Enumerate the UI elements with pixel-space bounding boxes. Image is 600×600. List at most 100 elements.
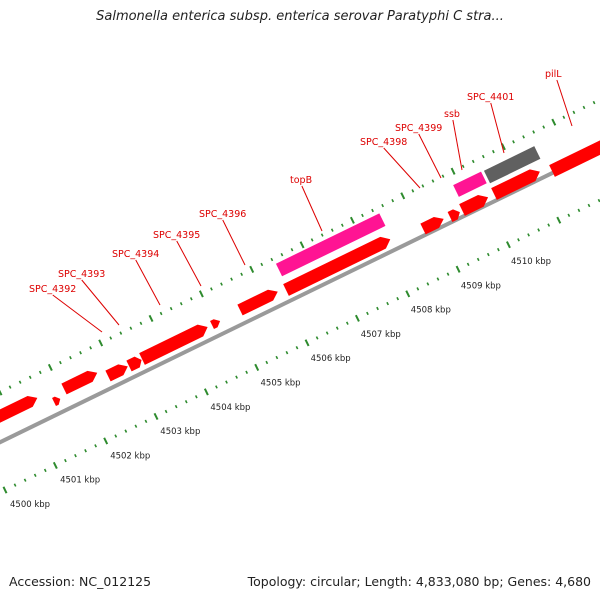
- lower-minor-tick: [386, 301, 389, 306]
- gene-feature-small-a: [52, 396, 61, 407]
- upper-minor-tick: [471, 159, 475, 164]
- gene-feature-spc4398: [420, 217, 444, 235]
- gene-label: SPC_4401: [467, 92, 514, 103]
- upper-minor-tick: [169, 306, 173, 311]
- upper-minor-tick: [129, 326, 133, 330]
- leader-line: [418, 133, 442, 179]
- gene-label: pilL: [545, 69, 562, 80]
- upper-minor-tick: [310, 238, 314, 242]
- lower-minor-tick: [265, 360, 269, 365]
- upper-major-tick: [501, 143, 506, 151]
- lower-major-tick: [52, 461, 58, 470]
- lower-major-tick: [455, 265, 461, 273]
- gene-feature-left: [0, 395, 38, 423]
- kbp-label: 4508 kbp: [411, 306, 451, 316]
- gene-feature-spc4392: [61, 370, 98, 395]
- backbone: [0, 147, 600, 445]
- lower-minor-tick: [13, 483, 17, 487]
- upper-minor-tick: [260, 262, 264, 267]
- upper-major-tick: [198, 290, 204, 298]
- upper-major-tick: [148, 314, 154, 323]
- upper-major-tick: [0, 389, 3, 396]
- gene-feature-pill: [549, 140, 600, 177]
- upper-minor-tick: [320, 233, 324, 237]
- upper-minor-tick: [491, 149, 495, 154]
- upper-minor-tick: [220, 282, 223, 286]
- kbp-label: 4503 kbp: [160, 427, 200, 437]
- upper-major-tick: [47, 363, 53, 372]
- lower-major-tick: [103, 437, 109, 445]
- leader-line: [452, 119, 463, 171]
- gene-feature-small-b: [210, 319, 221, 330]
- lower-minor-tick: [285, 350, 289, 355]
- lower-minor-tick: [426, 282, 430, 286]
- lower-tick-track: [2, 198, 600, 494]
- gene-feature-ssb: [459, 194, 489, 216]
- upper-major-tick: [98, 339, 104, 347]
- lower-minor-tick: [446, 272, 450, 276]
- lower-minor-tick: [94, 444, 97, 448]
- gene-label: SPC_4392: [29, 284, 76, 295]
- label-leader-lines: [52, 79, 573, 333]
- lower-minor-tick: [527, 233, 530, 237]
- lower-minor-tick: [225, 380, 228, 384]
- kbp-label: 4502 kbp: [110, 451, 150, 461]
- lower-minor-tick: [124, 429, 128, 433]
- lower-minor-tick: [84, 449, 87, 453]
- lower-major-tick: [254, 363, 260, 371]
- upper-minor-tick: [119, 331, 123, 335]
- upper-minor-tick: [28, 375, 32, 379]
- upper-minor-tick: [431, 179, 435, 183]
- lower-minor-tick: [275, 355, 279, 360]
- upper-minor-tick: [290, 248, 294, 252]
- gene-labels: SPC_4392 SPC_4393 SPC_4394 SPC_4395 SPC_4396…: [29, 69, 562, 295]
- lower-minor-tick: [396, 296, 400, 301]
- leader-line: [222, 219, 246, 266]
- gene-features: [0, 140, 600, 423]
- upper-tick-track: [0, 100, 596, 396]
- lower-major-tick: [556, 216, 562, 224]
- lower-minor-tick: [33, 473, 37, 477]
- leader-line: [301, 185, 323, 232]
- gene-label: SPC_4395: [153, 230, 200, 241]
- gene-label: ssb: [444, 109, 460, 120]
- lower-minor-tick: [335, 326, 339, 330]
- gene-label: SPC_4398: [360, 137, 407, 148]
- lower-minor-tick: [194, 395, 198, 399]
- upper-minor-tick: [89, 346, 92, 350]
- upper-minor-tick: [18, 380, 22, 384]
- upper-minor-tick: [189, 297, 193, 301]
- kbp-label: 4500 kbp: [10, 500, 50, 510]
- lower-minor-tick: [245, 370, 249, 374]
- gene-label: topB: [290, 175, 312, 186]
- upper-minor-tick: [159, 311, 163, 316]
- lower-minor-tick: [416, 287, 420, 291]
- lower-major-tick: [405, 290, 411, 298]
- gene-feature-spc4396: [237, 289, 278, 316]
- lower-minor-tick: [587, 203, 591, 208]
- lower-minor-tick: [144, 419, 148, 424]
- upper-minor-tick: [179, 302, 183, 306]
- lower-minor-tick: [164, 409, 168, 414]
- lower-minor-tick: [184, 400, 188, 404]
- upper-minor-tick: [522, 135, 525, 139]
- kbp-label: 4510 kbp: [511, 257, 551, 267]
- gene-feature-spc4401: [491, 169, 540, 200]
- lower-minor-tick: [547, 223, 551, 227]
- lower-minor-tick: [366, 311, 369, 316]
- rna-feature-topb: [275, 213, 386, 277]
- gene-label: SPC_4393: [58, 269, 105, 280]
- lower-minor-tick: [315, 336, 319, 340]
- lower-minor-tick: [476, 257, 480, 262]
- kbp-label: 4506 kbp: [311, 354, 351, 364]
- lower-minor-tick: [577, 208, 581, 213]
- gene-feature-spc4394: [126, 356, 142, 372]
- pseudo-feature-spc4401: [483, 146, 541, 184]
- upper-minor-tick: [79, 351, 82, 355]
- leader-line: [490, 102, 505, 154]
- upper-minor-tick: [8, 385, 12, 389]
- upper-minor-tick: [441, 174, 445, 178]
- upper-minor-tick: [481, 154, 485, 159]
- kbp-label: 4505 kbp: [261, 379, 301, 389]
